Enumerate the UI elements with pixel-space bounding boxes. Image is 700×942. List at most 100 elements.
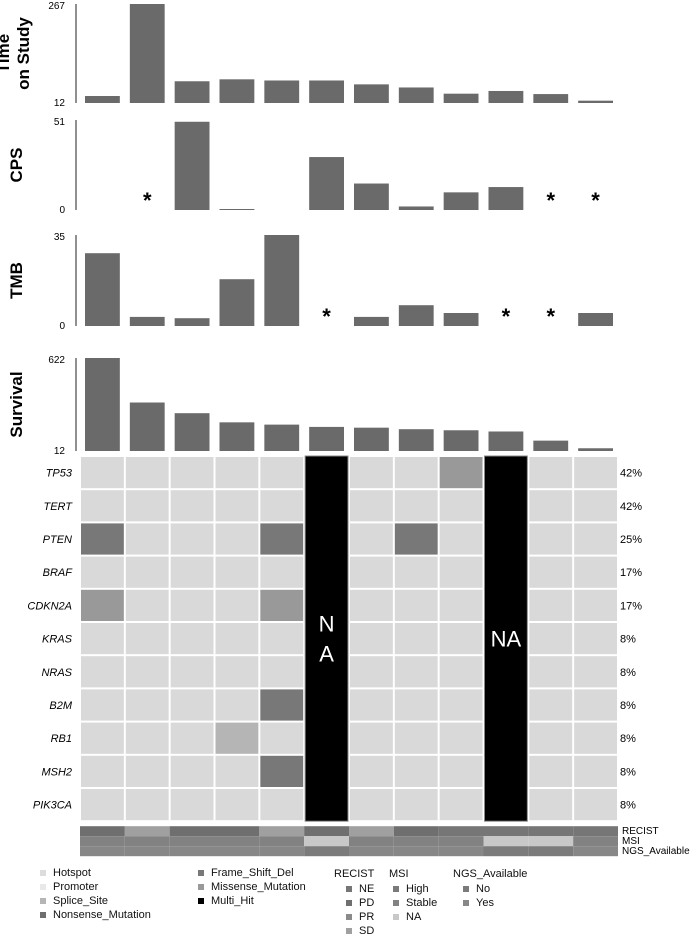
gene-percentage: 42% (620, 468, 642, 480)
annotation-cell (528, 826, 574, 837)
heatmap-cell (350, 556, 393, 588)
heatmap-cell (125, 689, 169, 721)
missing-marker: * (502, 304, 511, 329)
legend-item: Nonsense_Mutation (40, 908, 151, 922)
heatmap-cell (215, 689, 259, 721)
heatmap-cell (215, 457, 259, 489)
legend-swatch (393, 914, 399, 920)
heatmap-cell (529, 755, 573, 787)
y-tick-min: 12 (54, 446, 66, 457)
annotation-cell (259, 836, 305, 847)
annotation-cell (393, 846, 439, 857)
heatmap-cell (170, 689, 214, 721)
heatmap-cell (439, 755, 483, 787)
heatmap-cell (215, 490, 259, 522)
na-label: A (319, 642, 334, 667)
bar (398, 206, 434, 210)
heatmap-cell (260, 523, 304, 555)
missing-marker: * (322, 304, 331, 329)
heatmap-cell (260, 589, 304, 621)
annotation-cell (124, 836, 170, 847)
gene-label: TP53 (46, 468, 73, 480)
legend-label: No (476, 883, 491, 895)
bar (309, 80, 344, 103)
legend-swatch (198, 870, 204, 876)
y-tick-max: 267 (48, 1, 65, 12)
annotation-cell (259, 846, 305, 857)
heatmap-cell (439, 523, 483, 555)
heatmap-cell (439, 589, 483, 621)
legend-label: NE (359, 883, 375, 895)
heatmap-cell (215, 589, 259, 621)
heatmap-cell (439, 457, 483, 489)
heatmap-cell (574, 623, 617, 655)
gene-percentage: 8% (620, 634, 636, 646)
annotation-cell (438, 826, 484, 837)
heatmap-cell (350, 656, 393, 688)
heatmap-cell (170, 589, 214, 621)
na-block (304, 455, 349, 822)
y-axis-label: TMB (7, 262, 26, 299)
heatmap-cell (125, 490, 169, 522)
heatmap-cell (260, 722, 304, 754)
heatmap-cell (260, 755, 304, 787)
bar (309, 157, 344, 210)
annotation-cell (438, 836, 484, 847)
legend-item: Multi_Hit (198, 894, 306, 908)
bar (398, 87, 434, 103)
heatmap-cell (529, 623, 573, 655)
na-label: N (319, 612, 335, 637)
heatmap-cell (529, 789, 573, 821)
gene-percentage: 25% (620, 534, 642, 546)
annotation-cell (304, 826, 349, 837)
heatmap-cell (529, 457, 573, 489)
bar (533, 440, 569, 451)
legend-swatch (463, 886, 469, 892)
heatmap-cell (260, 789, 304, 821)
heatmap-cell (260, 490, 304, 522)
gene-percentage: 8% (620, 667, 636, 679)
heatmap-cell (439, 556, 483, 588)
legend-item: NE (346, 882, 374, 896)
legend-swatch (393, 886, 399, 892)
heatmap-cell (215, 523, 259, 555)
gene-label: CDKN2A (27, 600, 72, 612)
legend-label: High (406, 883, 429, 895)
legend-label: Stable (406, 897, 438, 909)
annotation-cell (124, 846, 170, 857)
heatmap-cell (350, 490, 393, 522)
heatmap-cell (529, 722, 573, 754)
heatmap-cell (170, 755, 214, 787)
heatmap-cell (81, 689, 124, 721)
bar (398, 305, 434, 326)
legend-item: High (393, 882, 437, 896)
heatmap-cell (394, 755, 438, 787)
heatmap-cell (125, 556, 169, 588)
annotation-cell (80, 846, 125, 857)
heatmap-cell (574, 556, 617, 588)
gene-label: KRAS (42, 634, 73, 646)
heatmap-cell (170, 623, 214, 655)
oncoprint-figure: 267 12 Time on Study 51 0 CPS * * * 35 0 TMB * * * 622 12… (0, 1, 690, 857)
legend-label: Missense_Mutation (211, 881, 306, 893)
bar (354, 183, 389, 210)
heatmap-cell (350, 722, 393, 754)
bar (354, 427, 389, 451)
heatmap-cell (529, 689, 573, 721)
y-axis-label: Time (0, 34, 13, 73)
legend-label: PR (359, 911, 375, 923)
heatmap-cell (170, 457, 214, 489)
annotation-cell (393, 826, 439, 837)
heatmap-cell (215, 656, 259, 688)
bar (85, 358, 120, 451)
legend-label: Nonsense_Mutation (53, 909, 151, 921)
gene-percentage: 42% (620, 501, 642, 513)
legend-item: PD (346, 896, 374, 910)
heatmap-cell (81, 656, 124, 688)
gene-percentage: 8% (620, 800, 636, 812)
bar (129, 4, 165, 103)
recist-legend: RECIST NE PD PR SD (334, 866, 374, 938)
annotation-cell (80, 826, 125, 837)
annotation-cell (169, 846, 215, 857)
legend-item: Promoter (40, 880, 151, 894)
